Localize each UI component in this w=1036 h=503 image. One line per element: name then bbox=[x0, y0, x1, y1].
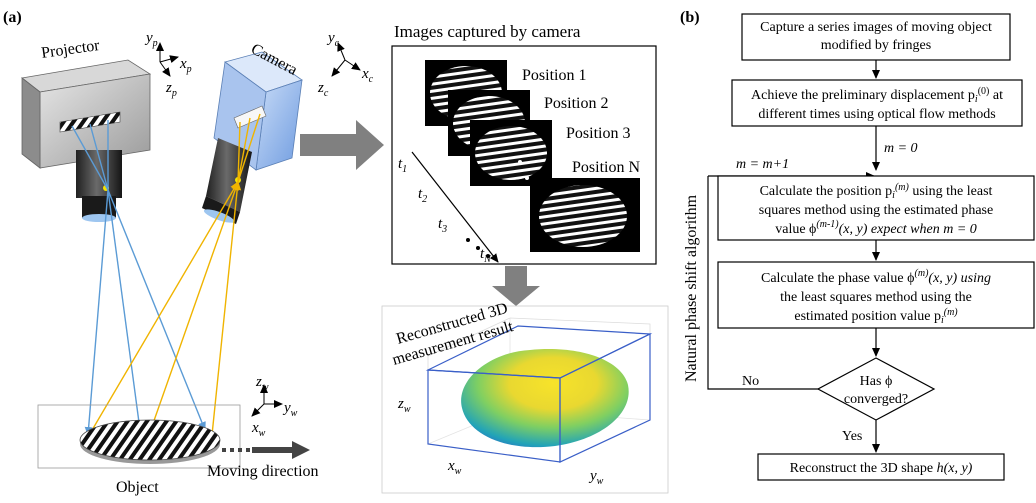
images-title: Images captured by camera bbox=[394, 22, 581, 41]
step-displacement-line1: Achieve the preliminary displacement pi(… bbox=[751, 86, 1003, 105]
position-n-label: Position N bbox=[572, 159, 640, 176]
projector-grating bbox=[59, 111, 121, 133]
world-axis-z: zw bbox=[255, 374, 269, 393]
projector-axis-y: yp bbox=[144, 30, 158, 49]
result-3d-view bbox=[381, 305, 669, 494]
camera-rays bbox=[87, 113, 261, 438]
time-label-2: t2 bbox=[418, 186, 427, 205]
step-phase-box bbox=[717, 261, 1035, 329]
step-reconstruct-box bbox=[757, 453, 1005, 481]
decision-line1: Has ϕ bbox=[860, 374, 893, 389]
time-axis bbox=[411, 151, 499, 263]
moving-direction-label: Moving direction bbox=[207, 463, 319, 480]
time-ellipsis-dot bbox=[476, 246, 480, 250]
step-displacement-box bbox=[731, 79, 1023, 127]
step-phase-line2: the least squares method using the bbox=[780, 290, 972, 305]
panel-a-label: (a) bbox=[3, 9, 22, 26]
ellipsis-dot bbox=[525, 176, 529, 180]
step-position-line2: squares method using the estimated phase bbox=[759, 203, 993, 218]
camera-axis-x: xc bbox=[361, 66, 374, 85]
step-position-line3: value ϕ(m-1)(x, y) expect when m = 0 bbox=[775, 219, 977, 237]
captured-image-n bbox=[530, 178, 640, 252]
step-capture-box bbox=[741, 13, 1011, 61]
step-position-box bbox=[717, 175, 1035, 241]
yes-label: Yes bbox=[842, 429, 862, 444]
position-1-label: Position 1 bbox=[522, 67, 586, 84]
init-label: m = 0 bbox=[884, 141, 918, 156]
step-capture-text: Capture a series images of moving object… bbox=[760, 20, 992, 53]
capture-arrow bbox=[300, 120, 384, 170]
object-fringes bbox=[79, 419, 221, 461]
position-2-label: Position 2 bbox=[544, 95, 608, 112]
projector-axis-x: xp bbox=[179, 56, 192, 75]
step-phase-line3: estimated position value pi(m) bbox=[794, 307, 958, 326]
projector bbox=[21, 59, 152, 222]
object-label: Object bbox=[116, 479, 159, 496]
side-label: Natural phase shift algorithm bbox=[683, 194, 700, 382]
loop-line bbox=[707, 176, 820, 390]
time-label-n: tN bbox=[480, 246, 492, 265]
loop-label: m = m+1 bbox=[736, 157, 789, 172]
time-label-1: t1 bbox=[398, 156, 407, 175]
decision-line2: converged? bbox=[844, 392, 908, 407]
step-displacement-line2: different times using optical flow metho… bbox=[758, 107, 995, 122]
time-ellipsis-dot bbox=[466, 238, 470, 242]
step-phase-line1: Calculate the phase value ϕ(m)(x, y) usi… bbox=[761, 268, 991, 286]
projector-rays bbox=[71, 120, 206, 436]
position-3-label: Position 3 bbox=[566, 125, 630, 142]
step-position-line1: Calculate the position pi(m) using the l… bbox=[760, 182, 993, 201]
projector-axes bbox=[156, 42, 179, 77]
object-plane bbox=[37, 404, 241, 469]
moving-direction-arrow bbox=[222, 441, 310, 459]
result-axis-x: xw bbox=[447, 458, 462, 477]
time-label-3: t3 bbox=[438, 216, 447, 235]
panel-b-label: (b) bbox=[680, 9, 700, 26]
result-axis-y: yw bbox=[588, 468, 604, 487]
world-axis-x: xw bbox=[251, 420, 266, 439]
time-ellipsis-dot bbox=[486, 254, 490, 258]
result-axis-z: zw bbox=[397, 396, 411, 415]
captured-image-3 bbox=[470, 120, 552, 186]
step-reconstruct-text: Reconstruct the 3D shape h(x, y) bbox=[790, 461, 973, 476]
camera bbox=[202, 51, 303, 224]
world-axes bbox=[251, 384, 283, 417]
camera-axis-y: yc bbox=[326, 30, 340, 49]
camera-axis-z: zc bbox=[317, 80, 329, 99]
world-axis-y: yw bbox=[282, 400, 298, 419]
reconstruct-arrow bbox=[492, 266, 540, 306]
projector-axis-z: zp bbox=[165, 80, 177, 99]
no-label: No bbox=[742, 374, 759, 389]
decision-diamond bbox=[816, 357, 936, 421]
projector-label: Projector bbox=[40, 37, 101, 62]
camera-axes bbox=[331, 42, 361, 77]
